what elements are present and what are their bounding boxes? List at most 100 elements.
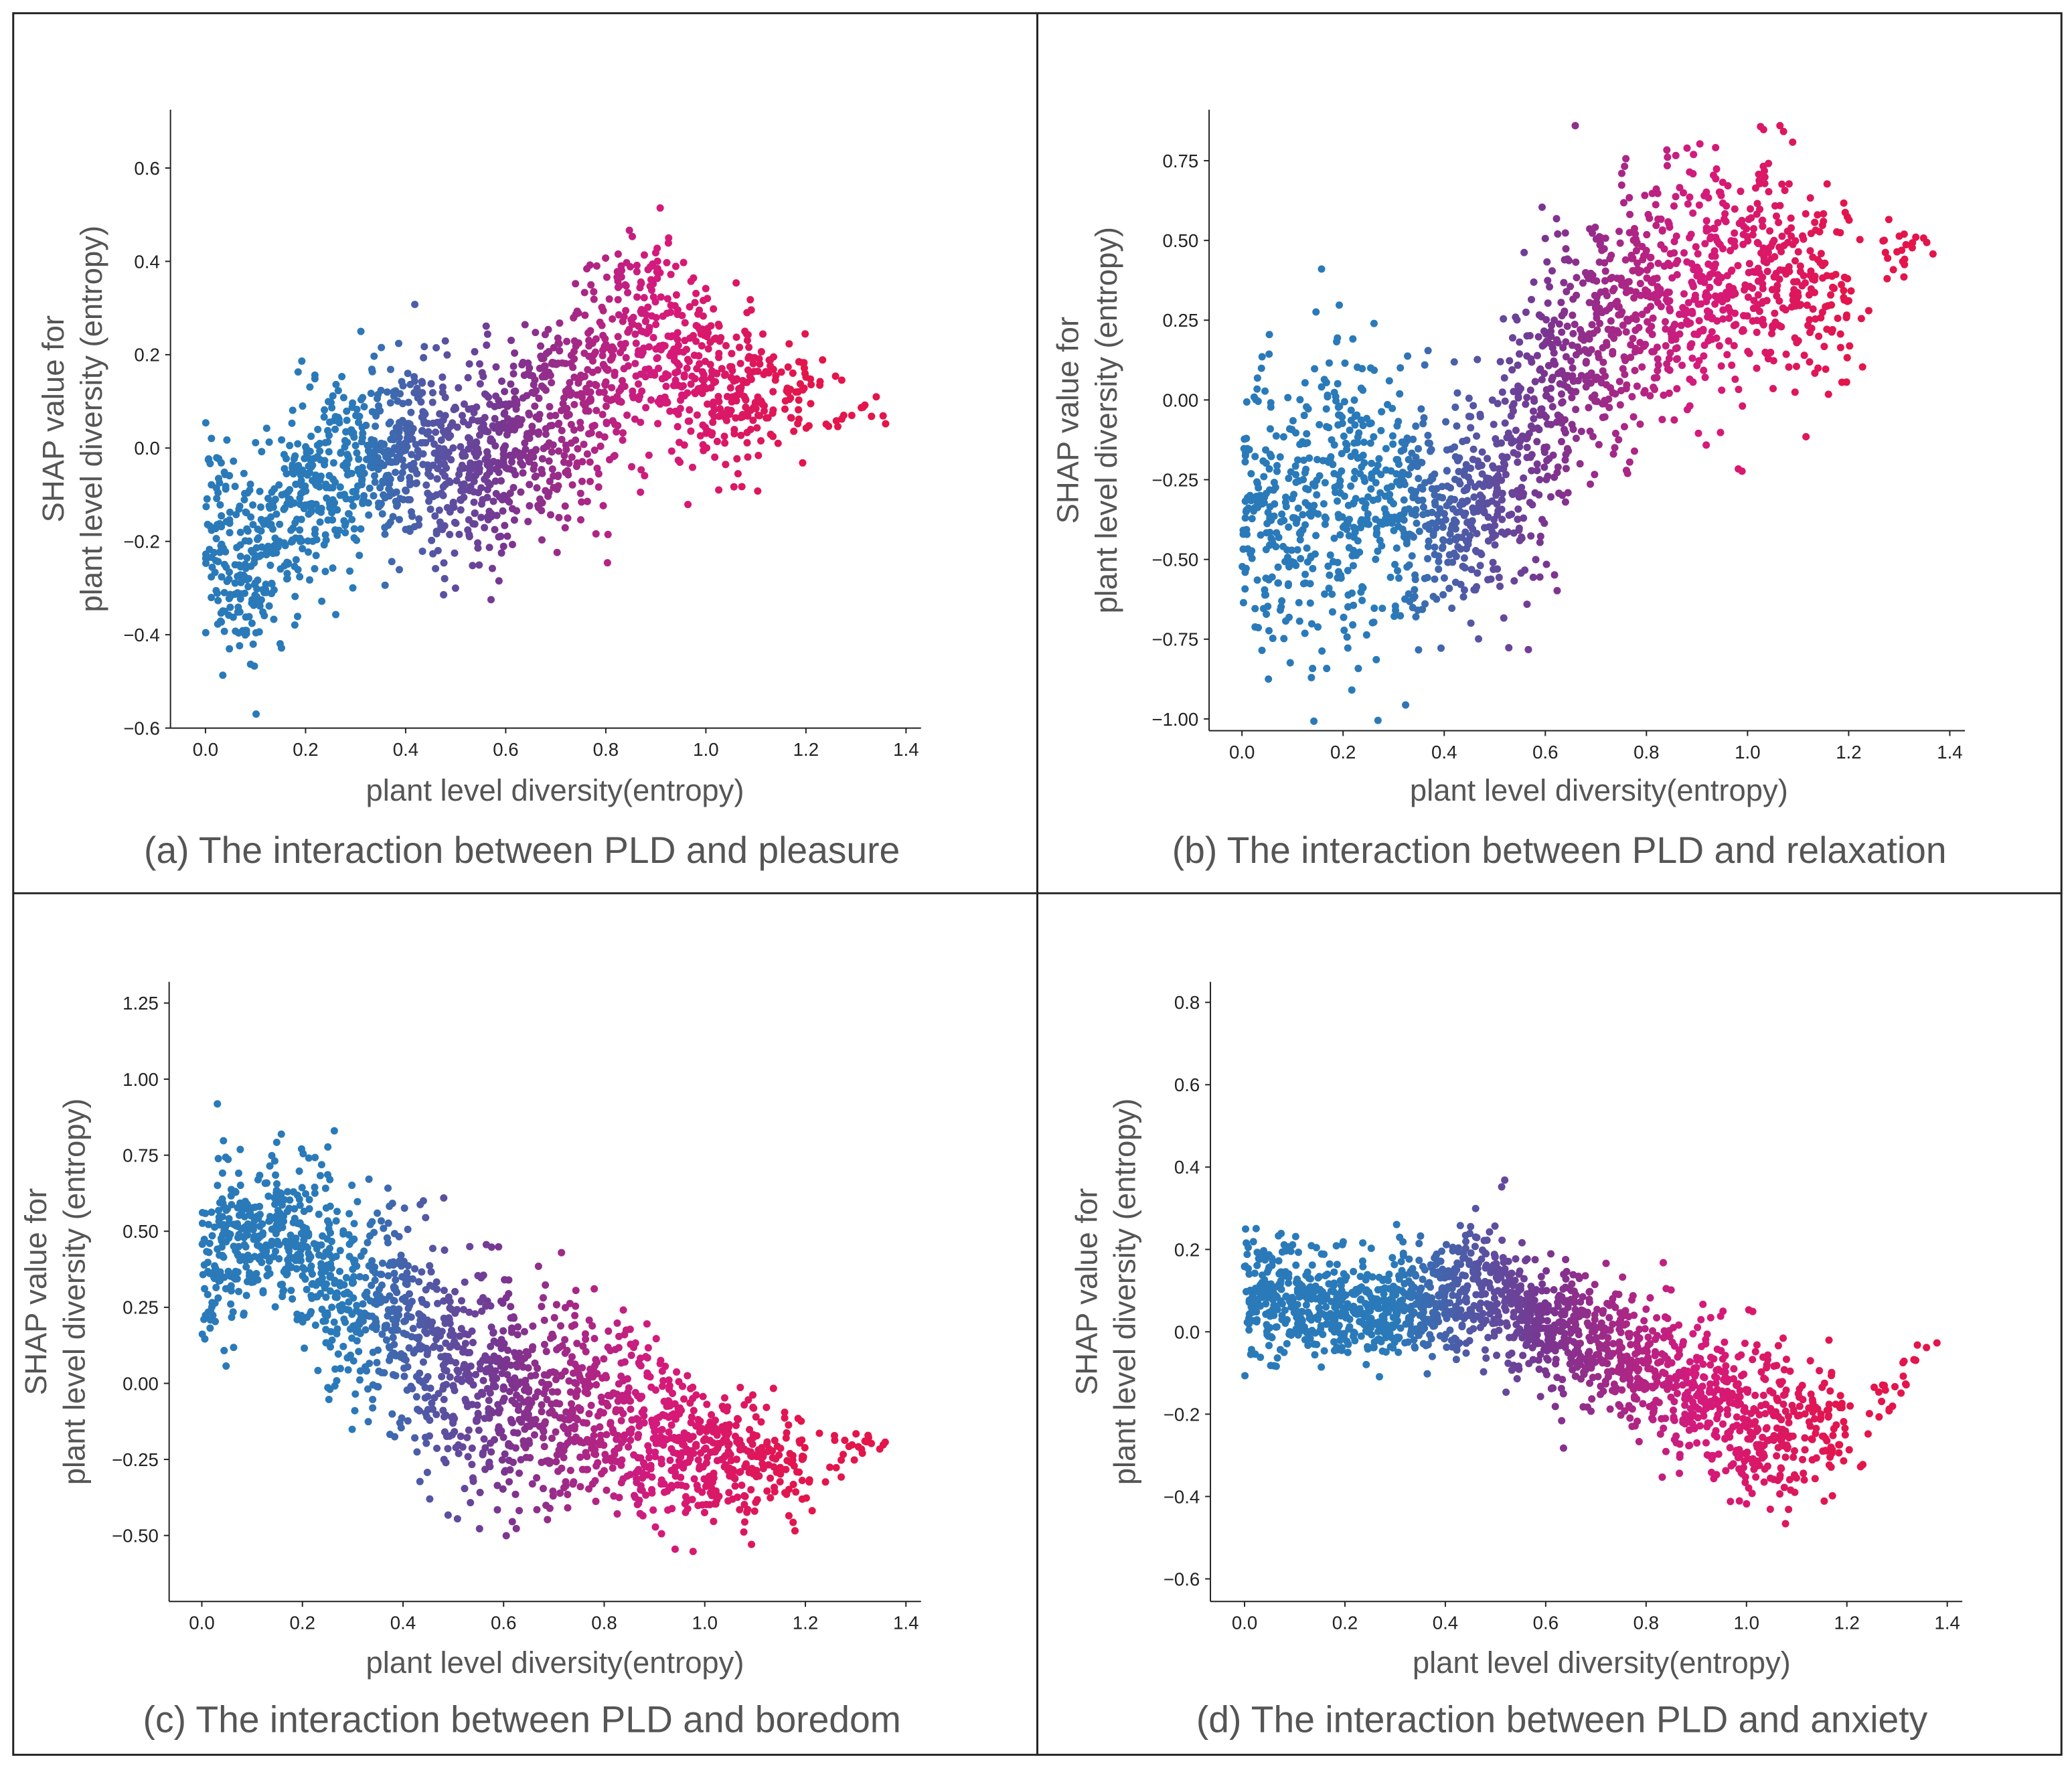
scatter-point bbox=[1524, 645, 1532, 653]
scatter-point bbox=[202, 503, 210, 511]
scatter-point bbox=[280, 1217, 288, 1225]
scatter-point bbox=[265, 502, 273, 510]
scatter-point bbox=[730, 483, 738, 491]
scatter-point bbox=[584, 407, 592, 415]
scatter-point bbox=[586, 327, 594, 335]
scatter-point bbox=[1253, 498, 1261, 506]
scatter-point bbox=[519, 394, 527, 402]
scatter-point bbox=[784, 363, 792, 371]
scatter-point bbox=[673, 422, 682, 430]
scatter-point bbox=[324, 516, 332, 524]
scatter-point bbox=[622, 353, 630, 361]
scatter-point bbox=[732, 279, 740, 287]
scatter-point bbox=[1571, 321, 1579, 329]
scatter-point bbox=[317, 1260, 325, 1268]
scatter-point bbox=[1253, 576, 1261, 584]
scatter-point bbox=[214, 1182, 222, 1190]
scatter-point bbox=[1822, 365, 1830, 374]
scatter-point bbox=[277, 1130, 285, 1138]
scatter-point bbox=[1510, 577, 1518, 585]
scatter-point bbox=[1782, 350, 1790, 358]
scatter-point bbox=[511, 349, 519, 357]
scatter-point bbox=[1302, 465, 1310, 473]
scatter-point bbox=[1806, 247, 1814, 255]
scatter-point bbox=[1297, 555, 1305, 563]
scatter-point bbox=[1334, 403, 1342, 411]
scatter-point bbox=[1664, 288, 1672, 296]
scatter-point bbox=[417, 398, 425, 406]
scatter-point bbox=[746, 425, 754, 434]
scatter-point bbox=[653, 268, 661, 276]
scatter-point bbox=[619, 429, 627, 437]
scatter-point bbox=[1562, 465, 1570, 473]
scatter-point bbox=[738, 483, 746, 491]
scatter-point bbox=[1737, 187, 1745, 195]
scatter-point bbox=[1836, 229, 1844, 237]
scatter-point bbox=[1670, 238, 1678, 246]
scatter-point bbox=[703, 444, 711, 452]
scatter-point bbox=[1270, 479, 1278, 487]
scatter-point bbox=[428, 389, 436, 397]
scatter-point bbox=[422, 1439, 430, 1447]
scatter-point bbox=[665, 234, 673, 242]
scatter-point bbox=[510, 388, 518, 396]
scatter-point bbox=[1304, 485, 1312, 493]
scatter-point bbox=[469, 1338, 477, 1346]
scatter-point bbox=[693, 411, 701, 419]
y-tick-label: −0.50 bbox=[1151, 550, 1198, 570]
scatter-point bbox=[613, 268, 621, 276]
scatter-point bbox=[604, 366, 612, 374]
scatter-point bbox=[1571, 122, 1579, 130]
scatter-point bbox=[1520, 474, 1528, 482]
scatter-point bbox=[569, 364, 577, 372]
scatter-point bbox=[1805, 291, 1813, 299]
scatter-point bbox=[673, 311, 682, 319]
scatter-point bbox=[653, 274, 661, 283]
scatter-point bbox=[1757, 249, 1765, 257]
scatter-point bbox=[1255, 484, 1263, 492]
scatter-point bbox=[1305, 454, 1313, 462]
scatter-point bbox=[1340, 613, 1348, 621]
scatter-point bbox=[1435, 565, 1443, 573]
scatter-point bbox=[345, 1210, 353, 1218]
scatter-point bbox=[755, 355, 763, 363]
scatter-point bbox=[1647, 262, 1655, 270]
scatter-point bbox=[349, 584, 357, 592]
scatter-point bbox=[262, 424, 270, 432]
scatter-point bbox=[1283, 554, 1292, 562]
scatter-point bbox=[743, 309, 751, 317]
scatter-point bbox=[1498, 505, 1506, 513]
scatter-point bbox=[296, 538, 304, 546]
scatter-point bbox=[311, 1321, 319, 1330]
scatter-point bbox=[1248, 554, 1256, 562]
scatter-point bbox=[211, 1223, 219, 1231]
scatter-point bbox=[299, 1149, 307, 1157]
scatter-point bbox=[220, 588, 228, 596]
scatter-point bbox=[349, 1265, 357, 1273]
scatter-point bbox=[1824, 390, 1832, 398]
scatter-point bbox=[329, 392, 337, 400]
scatter-point bbox=[1467, 424, 1475, 432]
scatter-point bbox=[418, 1295, 426, 1303]
scatter-point bbox=[383, 1321, 391, 1330]
scatter-point bbox=[305, 455, 314, 463]
scatter-point bbox=[249, 640, 257, 648]
scatter-point bbox=[790, 427, 798, 435]
scatter-point bbox=[253, 585, 261, 593]
scatter-point bbox=[555, 513, 563, 521]
scatter-point bbox=[321, 1317, 329, 1325]
scatter-point bbox=[695, 352, 703, 360]
scatter-point bbox=[340, 1315, 348, 1323]
scatter-point bbox=[1572, 406, 1580, 414]
scatter-point bbox=[220, 1137, 228, 1145]
scatter-point bbox=[540, 1340, 548, 1348]
scatter-point bbox=[1245, 446, 1253, 454]
scatter-point bbox=[223, 577, 231, 586]
scatter-point bbox=[848, 412, 856, 420]
scatter-point bbox=[1654, 355, 1662, 363]
scatter-point bbox=[501, 1468, 509, 1476]
scatter-point bbox=[1718, 386, 1726, 394]
scatter-point bbox=[516, 1357, 524, 1365]
scatter-point bbox=[1349, 499, 1357, 507]
scatter-point bbox=[800, 384, 808, 392]
